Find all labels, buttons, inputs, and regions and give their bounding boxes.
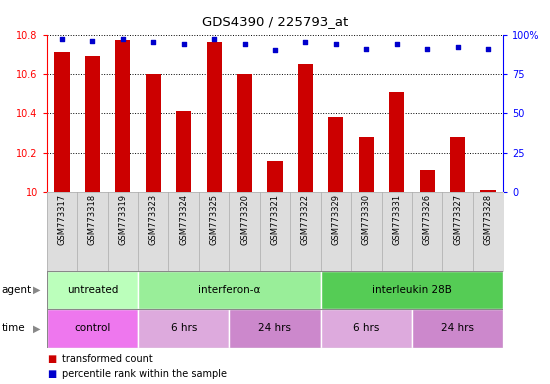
- Point: [88, 38, 97, 44]
- Bar: [328, 117, 343, 192]
- Bar: [54, 52, 69, 192]
- Bar: [229, 309, 321, 348]
- Bar: [450, 137, 465, 192]
- Text: GSM773328: GSM773328: [483, 194, 493, 245]
- Bar: [116, 40, 130, 192]
- Text: ■: ■: [47, 369, 56, 379]
- Point: [301, 40, 310, 46]
- Point: [453, 44, 462, 50]
- Bar: [146, 74, 161, 192]
- Text: percentile rank within the sample: percentile rank within the sample: [62, 369, 227, 379]
- Text: GSM773325: GSM773325: [210, 194, 219, 245]
- Text: ▶: ▶: [33, 285, 41, 295]
- Text: GSM773324: GSM773324: [179, 194, 188, 245]
- Bar: [412, 309, 503, 348]
- Bar: [176, 111, 191, 192]
- Bar: [237, 74, 252, 192]
- Point: [271, 47, 279, 53]
- Bar: [389, 92, 404, 192]
- Point: [240, 41, 249, 47]
- Point: [362, 46, 371, 52]
- Point: [58, 36, 67, 42]
- Point: [332, 41, 340, 47]
- Point: [210, 36, 218, 42]
- Text: ■: ■: [47, 354, 56, 364]
- Text: interferon-α: interferon-α: [198, 285, 261, 295]
- Text: 24 hrs: 24 hrs: [258, 323, 292, 333]
- Bar: [47, 271, 138, 309]
- Text: 6 hrs: 6 hrs: [353, 323, 380, 333]
- Text: ▶: ▶: [33, 323, 41, 333]
- Point: [483, 46, 492, 52]
- Bar: [321, 309, 412, 348]
- Text: GSM773321: GSM773321: [271, 194, 279, 245]
- Text: interleukin 28B: interleukin 28B: [372, 285, 452, 295]
- Point: [149, 40, 158, 46]
- Text: GSM773329: GSM773329: [331, 194, 340, 245]
- Bar: [138, 271, 321, 309]
- Text: time: time: [2, 323, 25, 333]
- Text: agent: agent: [2, 285, 32, 295]
- Bar: [47, 309, 138, 348]
- Text: GSM773323: GSM773323: [148, 194, 158, 245]
- Text: GSM773330: GSM773330: [362, 194, 371, 245]
- Text: 24 hrs: 24 hrs: [441, 323, 474, 333]
- Text: GSM773331: GSM773331: [392, 194, 402, 245]
- Point: [423, 46, 432, 52]
- Text: GDS4390 / 225793_at: GDS4390 / 225793_at: [202, 15, 348, 28]
- Text: GSM773317: GSM773317: [57, 194, 67, 245]
- Text: control: control: [74, 323, 111, 333]
- Point: [392, 41, 401, 47]
- Bar: [267, 161, 283, 192]
- Text: untreated: untreated: [67, 285, 118, 295]
- Text: GSM773327: GSM773327: [453, 194, 462, 245]
- Point: [179, 41, 188, 47]
- Bar: [85, 56, 100, 192]
- Bar: [298, 64, 313, 192]
- Bar: [138, 309, 229, 348]
- Text: GSM773322: GSM773322: [301, 194, 310, 245]
- Text: 6 hrs: 6 hrs: [170, 323, 197, 333]
- Bar: [321, 271, 503, 309]
- Text: GSM773326: GSM773326: [422, 194, 432, 245]
- Bar: [481, 190, 496, 192]
- Bar: [359, 137, 374, 192]
- Point: [118, 36, 127, 42]
- Bar: [206, 43, 222, 192]
- Text: GSM773318: GSM773318: [88, 194, 97, 245]
- Text: GSM773320: GSM773320: [240, 194, 249, 245]
- Text: transformed count: transformed count: [62, 354, 153, 364]
- Bar: [420, 170, 435, 192]
- Text: GSM773319: GSM773319: [118, 194, 128, 245]
